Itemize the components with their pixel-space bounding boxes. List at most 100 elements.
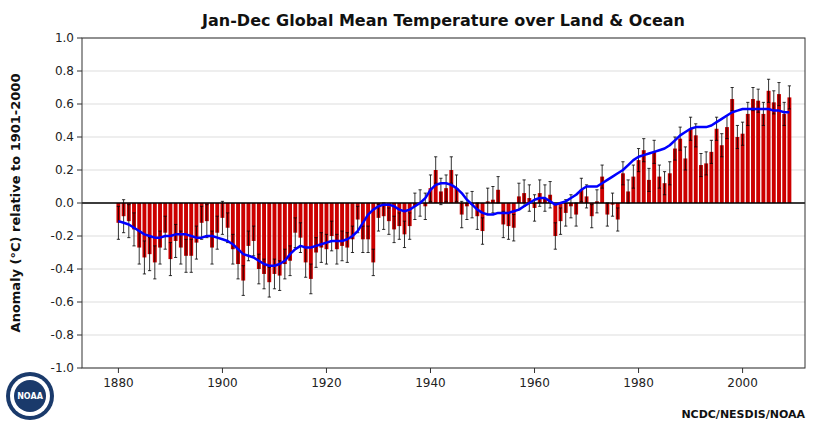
y-tick-label: 0.2 [55, 163, 74, 177]
error-bar [403, 221, 406, 247]
logo-ring [10, 376, 50, 416]
error-bar [231, 234, 234, 264]
y-tick-label: 0.4 [55, 130, 74, 144]
error-bar [236, 249, 239, 279]
error-bars [117, 79, 791, 297]
x-tick-label: 1940 [415, 376, 446, 390]
y-tick [77, 236, 82, 237]
logo: NOAA [6, 372, 54, 420]
bar [746, 114, 750, 203]
x-tick-label: 1960 [519, 376, 550, 390]
error-bar [627, 180, 630, 203]
x-tick [326, 368, 327, 373]
x-tick-label: 1980 [623, 376, 654, 390]
error-bar [200, 206, 203, 239]
error-bar [304, 248, 307, 278]
grid-line [82, 335, 805, 336]
grid-line [82, 302, 805, 303]
error-bar [658, 165, 661, 188]
y-tick [77, 71, 82, 72]
error-bar [143, 241, 146, 274]
x-tick-label: 2000 [727, 376, 758, 390]
error-bar [741, 122, 744, 145]
bar [767, 91, 771, 203]
error-bar [309, 264, 312, 294]
error-bar [387, 208, 390, 234]
error-bar [252, 226, 255, 256]
error-bar [517, 183, 520, 209]
y-tick [77, 170, 82, 171]
error-bar [642, 139, 645, 162]
bar [772, 102, 776, 203]
error-bar [710, 140, 713, 163]
grid-line [82, 269, 805, 270]
error-bar [351, 226, 354, 252]
error-bar [320, 233, 323, 263]
error-bar [777, 83, 780, 106]
error-bar [190, 239, 193, 272]
error-bar [611, 193, 614, 216]
y-tick [77, 104, 82, 105]
error-bar [148, 238, 151, 271]
x-tick [534, 368, 535, 373]
x-tick [430, 368, 431, 373]
error-bar [559, 208, 562, 234]
error-bar [283, 249, 286, 279]
bar [782, 114, 786, 203]
error-bar [330, 221, 333, 251]
error-bar [398, 213, 401, 239]
error-bar [205, 205, 208, 238]
logo-core [14, 380, 46, 412]
error-bar [335, 234, 338, 264]
y-tick [77, 368, 82, 369]
error-bar [340, 231, 343, 261]
y-tick-label: -0.8 [51, 328, 74, 342]
error-bar [512, 215, 515, 241]
error-bar [751, 88, 754, 111]
x-tick-label: 1920 [311, 376, 342, 390]
error-bar [528, 185, 531, 211]
error-bar [720, 134, 723, 157]
x-tick-label: 1900 [207, 376, 238, 390]
error-bar [632, 165, 635, 188]
error-bar [169, 243, 172, 276]
error-bar [294, 218, 297, 248]
error-bar [314, 238, 317, 268]
error-bar [460, 201, 463, 227]
error-bar [746, 102, 749, 125]
error-bar [174, 224, 177, 257]
error-bar [616, 208, 619, 231]
error-bar [663, 172, 666, 195]
error-bar [595, 190, 598, 213]
error-bar [502, 211, 505, 237]
error-bar [668, 162, 671, 185]
error-bar [195, 226, 198, 259]
error-bar [549, 182, 552, 208]
logo-text: NOAA [17, 392, 43, 401]
error-bar [268, 267, 271, 297]
error-bar [153, 246, 156, 279]
x-tick [638, 368, 639, 373]
error-bar [575, 203, 578, 226]
y-tick [77, 269, 82, 270]
error-bar [377, 205, 380, 231]
bar [756, 101, 760, 203]
error-bar [767, 79, 770, 102]
grid-line [82, 104, 805, 105]
grid-line [82, 71, 805, 72]
grid-line [82, 203, 805, 204]
error-bar [788, 86, 791, 109]
error-bar [366, 226, 369, 252]
error-bar [481, 218, 484, 244]
bar [751, 99, 755, 203]
error-bar [679, 127, 682, 150]
error-bar [273, 259, 276, 289]
y-tick [77, 302, 82, 303]
error-bar [486, 188, 489, 214]
error-bar [647, 168, 650, 191]
axes: 1880190019201940196019802000-1.0-0.8-0.6… [51, 31, 758, 390]
y-tick [77, 38, 82, 39]
grid [82, 38, 805, 368]
y-tick [77, 335, 82, 336]
y-tick [77, 203, 82, 204]
